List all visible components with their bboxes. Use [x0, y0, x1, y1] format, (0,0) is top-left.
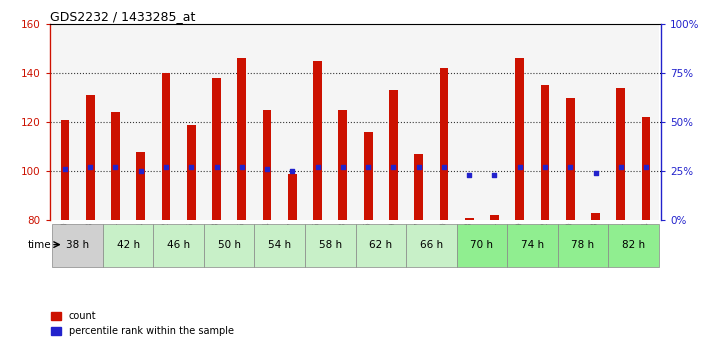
Point	[85, 165, 96, 170]
Text: 70 h: 70 h	[471, 240, 493, 249]
Point	[514, 165, 525, 170]
Bar	[338, 110, 347, 220]
Bar	[305, 24, 330, 220]
Bar	[507, 224, 557, 267]
Bar	[53, 224, 103, 267]
Point	[438, 165, 449, 170]
Bar	[465, 218, 474, 220]
Bar	[482, 24, 507, 220]
Bar	[330, 24, 356, 220]
Point	[387, 165, 399, 170]
Bar	[212, 78, 221, 220]
Bar	[583, 24, 608, 220]
Text: 42 h: 42 h	[117, 240, 139, 249]
Bar	[415, 154, 423, 220]
Point	[413, 165, 424, 170]
Bar	[381, 24, 406, 220]
Bar	[591, 213, 600, 220]
Bar	[103, 24, 128, 220]
Point	[211, 165, 223, 170]
Bar	[406, 224, 456, 267]
Point	[464, 172, 475, 178]
Point	[262, 166, 273, 172]
Bar	[255, 224, 305, 267]
Point	[109, 165, 121, 170]
Bar	[229, 24, 255, 220]
Point	[615, 165, 626, 170]
Bar	[557, 24, 583, 220]
Legend: count, percentile rank within the sample: count, percentile rank within the sample	[48, 307, 237, 340]
Bar	[634, 24, 658, 220]
Point	[363, 165, 374, 170]
Point	[186, 165, 197, 170]
Bar	[187, 125, 196, 220]
Bar	[364, 132, 373, 220]
Text: 66 h: 66 h	[419, 240, 443, 249]
Bar	[103, 224, 154, 267]
Text: 58 h: 58 h	[319, 240, 342, 249]
Point	[540, 165, 551, 170]
Bar	[178, 24, 204, 220]
Text: 46 h: 46 h	[167, 240, 191, 249]
Point	[59, 166, 70, 172]
Point	[337, 165, 348, 170]
Bar	[490, 215, 499, 220]
Point	[135, 168, 146, 174]
Bar	[255, 24, 279, 220]
Bar	[566, 98, 574, 220]
Text: 62 h: 62 h	[369, 240, 392, 249]
Bar	[608, 224, 658, 267]
Bar	[111, 112, 120, 220]
Text: 74 h: 74 h	[520, 240, 544, 249]
Bar	[305, 224, 356, 267]
Bar	[204, 224, 255, 267]
Bar	[77, 24, 103, 220]
Bar	[279, 24, 305, 220]
Bar	[389, 90, 398, 220]
Bar	[356, 224, 406, 267]
Text: 50 h: 50 h	[218, 240, 240, 249]
Bar	[154, 24, 178, 220]
Bar	[507, 24, 533, 220]
Bar	[137, 151, 145, 220]
Bar	[456, 24, 482, 220]
Text: 54 h: 54 h	[268, 240, 292, 249]
Bar	[237, 58, 246, 220]
Bar	[608, 24, 634, 220]
Bar	[557, 224, 608, 267]
Bar	[288, 174, 296, 220]
Bar	[406, 24, 432, 220]
Bar	[356, 24, 381, 220]
Bar	[313, 61, 322, 220]
Bar	[456, 224, 507, 267]
Text: 78 h: 78 h	[572, 240, 594, 249]
Text: 38 h: 38 h	[66, 240, 89, 249]
Bar	[515, 58, 524, 220]
Bar	[616, 88, 625, 220]
Text: 82 h: 82 h	[622, 240, 645, 249]
Bar	[439, 68, 449, 220]
Bar	[161, 73, 171, 220]
Point	[236, 165, 247, 170]
Bar	[533, 24, 557, 220]
Point	[590, 170, 602, 176]
Point	[160, 165, 171, 170]
Point	[641, 165, 652, 170]
Text: GDS2232 / 1433285_at: GDS2232 / 1433285_at	[50, 10, 195, 23]
Bar	[540, 85, 550, 220]
Bar	[53, 24, 77, 220]
Point	[312, 165, 324, 170]
Bar	[432, 24, 456, 220]
Bar	[641, 117, 651, 220]
Bar	[86, 95, 95, 220]
Point	[287, 168, 298, 174]
Point	[565, 165, 576, 170]
Bar	[60, 120, 70, 220]
Text: time: time	[28, 240, 51, 249]
Bar	[128, 24, 154, 220]
Bar	[154, 224, 204, 267]
Bar	[204, 24, 229, 220]
Point	[488, 172, 500, 178]
Bar	[262, 110, 272, 220]
